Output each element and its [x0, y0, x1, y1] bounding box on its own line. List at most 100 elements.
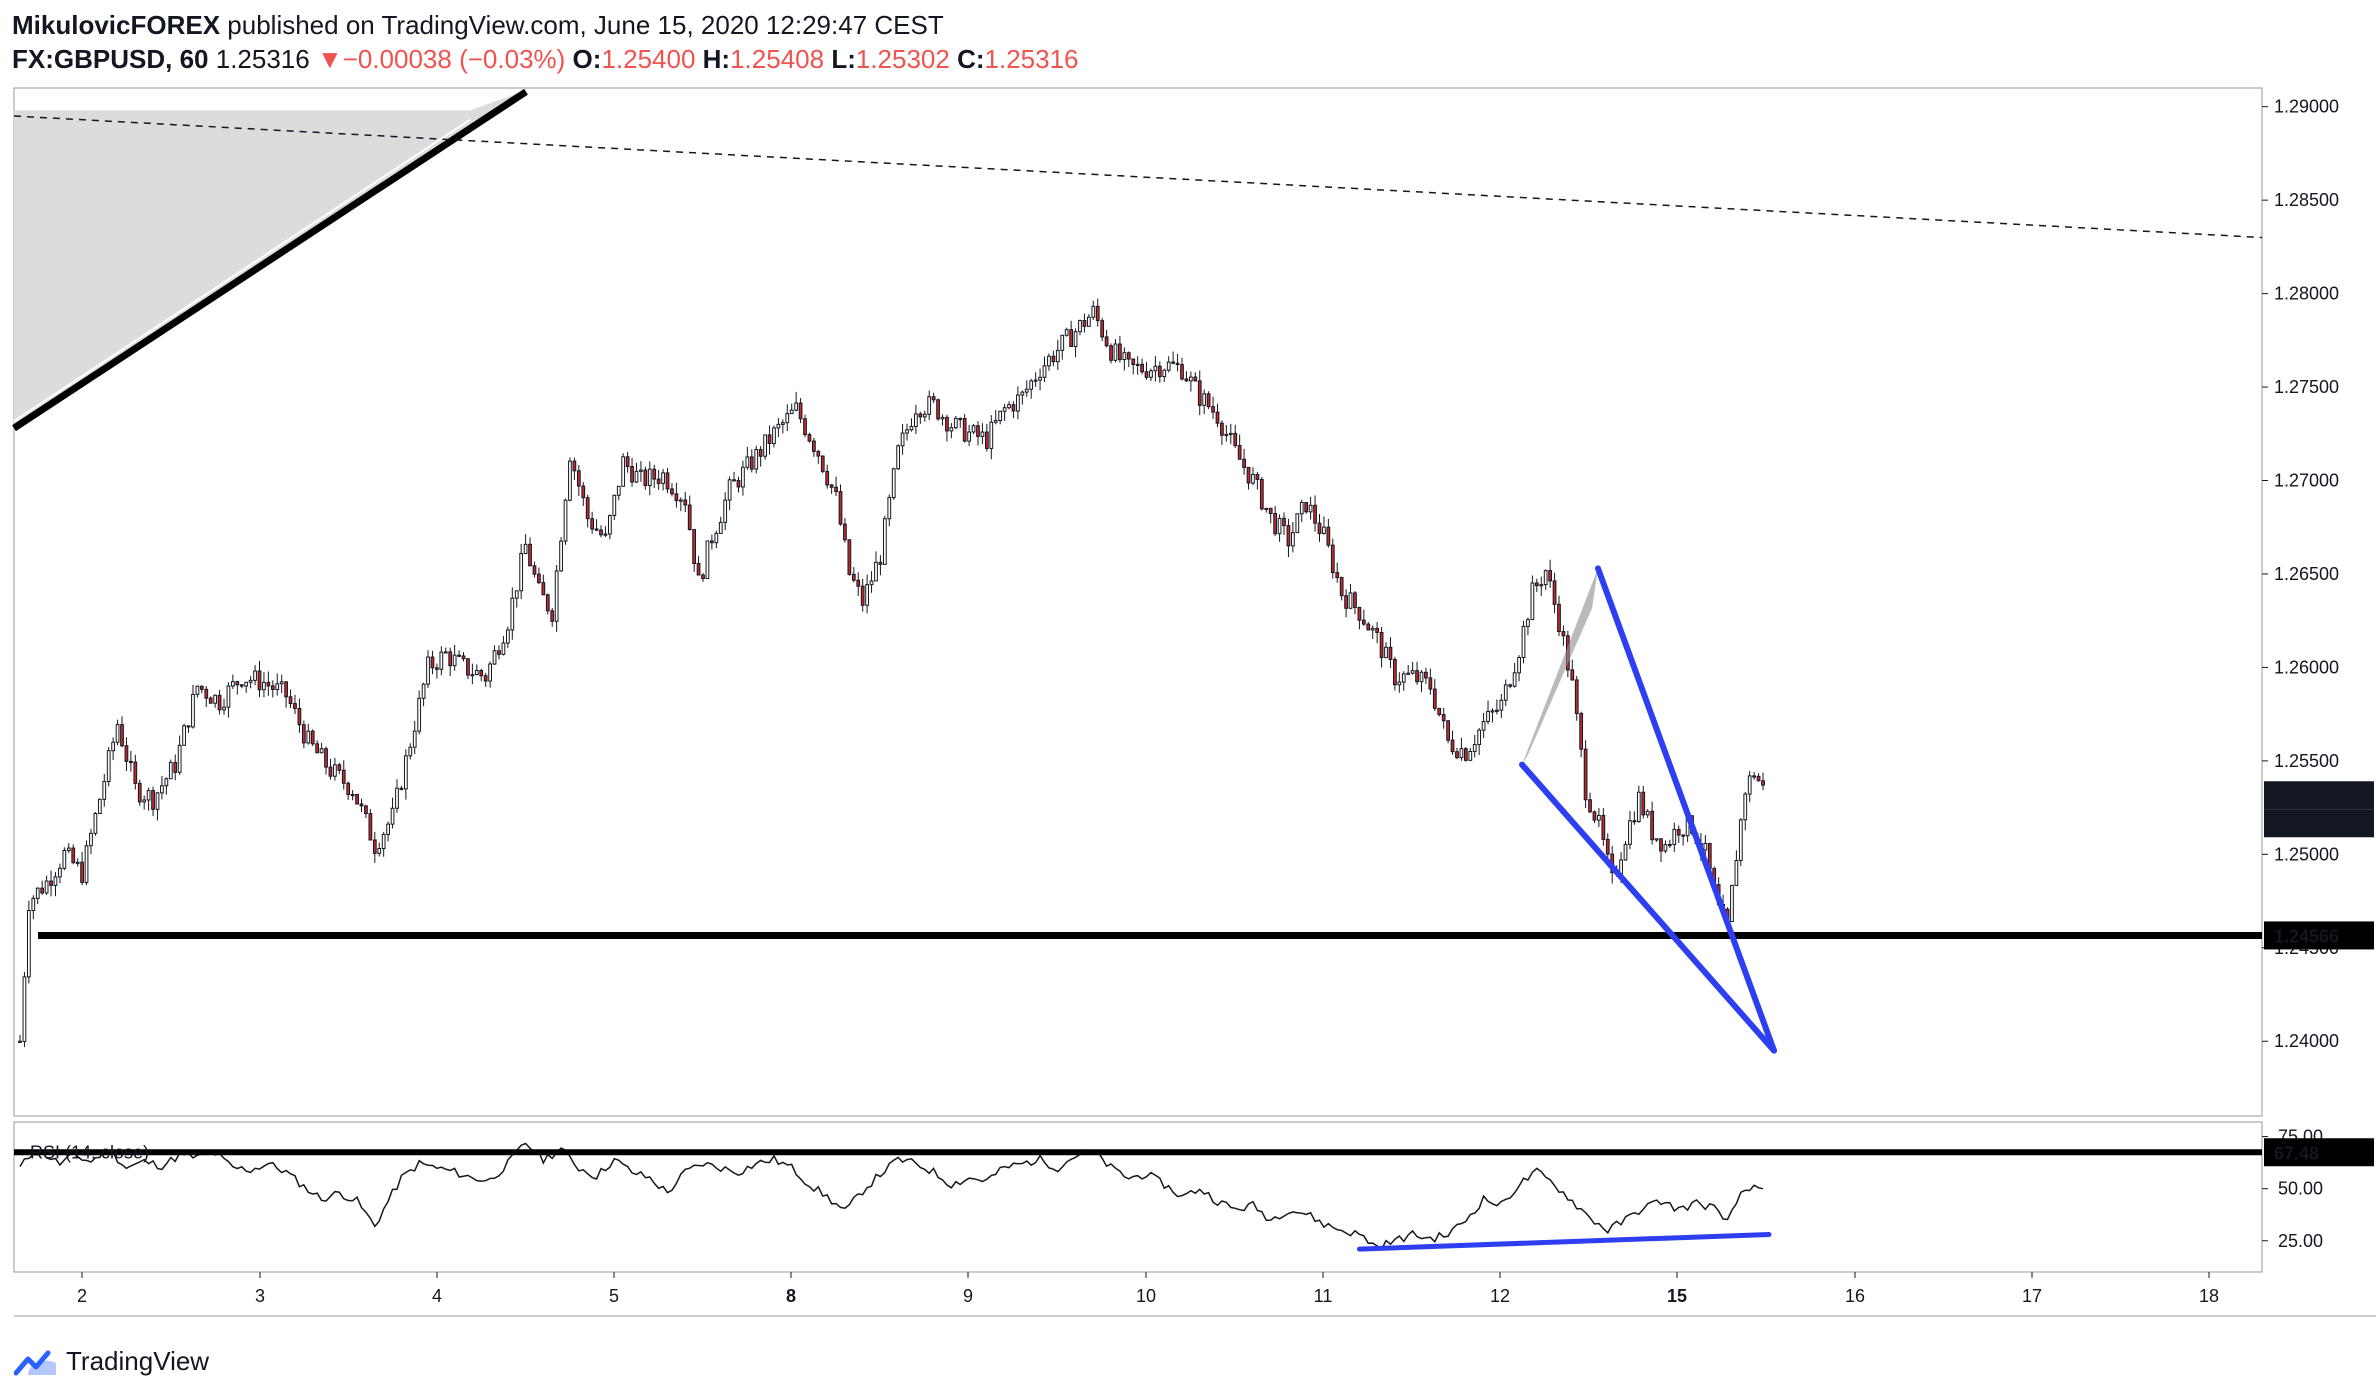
- candle-down: [1446, 720, 1450, 741]
- main-pane-border: [13, 87, 2263, 1117]
- candle-down: [936, 399, 940, 420]
- candle-down: [297, 708, 302, 726]
- candle-up: [1277, 517, 1282, 535]
- candle-down: [1592, 811, 1597, 821]
- candle-down: [1339, 577, 1344, 597]
- candle-up: [909, 426, 914, 431]
- candle-up: [26, 910, 31, 978]
- candle-up: [160, 785, 164, 794]
- candle-down: [479, 669, 484, 677]
- rsi-value-label-bg: [2264, 1138, 2374, 1167]
- candle-up: [306, 730, 311, 744]
- candle-down: [457, 654, 461, 657]
- candle-down: [497, 650, 501, 655]
- candle-down: [1082, 320, 1087, 327]
- candle-down: [665, 472, 670, 490]
- y-axis-tick-label: 1.25000: [2274, 844, 2339, 864]
- x-axis-tick-label: 2: [77, 1286, 87, 1306]
- candle-down: [1317, 522, 1322, 535]
- wedge-lower-line[interactable]: [1519, 761, 1777, 1054]
- candle-down: [749, 456, 754, 470]
- candle-down: [1180, 364, 1184, 380]
- candle-down: [1193, 376, 1198, 382]
- candle-up: [395, 787, 399, 809]
- candle-up: [1055, 349, 1060, 363]
- candle-down: [860, 585, 865, 606]
- candle-up: [514, 590, 519, 599]
- candle-up: [603, 533, 608, 536]
- candle-up: [1322, 526, 1326, 535]
- candle-up: [639, 469, 643, 472]
- author-name[interactable]: MikulovicFOREX: [12, 10, 221, 40]
- candle-up: [253, 670, 257, 681]
- symbol-label[interactable]: FX:GBPUSD, 60: [12, 44, 209, 74]
- candle-down: [483, 675, 488, 682]
- rsi-divergence-line[interactable]: [1356, 1232, 1772, 1252]
- candle-down: [1197, 380, 1202, 406]
- candle-down: [803, 418, 807, 436]
- candle-down: [199, 685, 204, 690]
- countdown-label: 30:15: [2274, 814, 2320, 834]
- candle-up: [914, 413, 918, 428]
- candle-down: [129, 760, 133, 764]
- candle-up: [1526, 619, 1530, 627]
- candle-up: [953, 417, 958, 429]
- candle-up: [568, 460, 572, 501]
- published-text: published on TradingView.com, June 15, 2…: [227, 10, 944, 40]
- candle-down: [310, 730, 315, 745]
- last-price-label-bg: [2264, 781, 2374, 810]
- candle-up: [1202, 393, 1207, 406]
- y-axis-tick-label: 1.27000: [2274, 471, 2339, 491]
- candle-up: [439, 651, 444, 670]
- candle-up: [97, 798, 102, 815]
- candle-down: [1366, 623, 1371, 631]
- candle-down: [40, 887, 45, 894]
- candle-down: [301, 724, 306, 744]
- candle-up: [785, 413, 790, 424]
- candle-up: [989, 421, 994, 449]
- descending-dashed-trendline[interactable]: [13, 115, 2263, 239]
- x-axis-tick-label: 11: [1314, 1286, 1333, 1306]
- candle-down: [945, 416, 949, 432]
- high-value: 1.25408: [730, 44, 825, 74]
- candle-down: [18, 1040, 22, 1043]
- candle-down: [435, 667, 439, 670]
- candle-up: [248, 679, 253, 683]
- candle-up: [474, 669, 479, 676]
- candle-up: [275, 683, 280, 690]
- candle-up: [780, 422, 785, 425]
- candle-up: [1370, 627, 1375, 631]
- candle-up: [616, 485, 621, 496]
- candle-down: [270, 685, 275, 690]
- wedge-upper-line[interactable]: [1595, 565, 1777, 1054]
- candle-down: [692, 529, 697, 564]
- candle-down: [1393, 658, 1397, 686]
- x-axis-tick-label: 8: [786, 1286, 796, 1306]
- candle-up: [967, 431, 971, 442]
- candle-down: [1415, 670, 1419, 683]
- candle-up: [1636, 791, 1641, 822]
- candle-down: [1441, 714, 1446, 722]
- candle-down: [350, 793, 355, 797]
- candle-down: [630, 466, 634, 483]
- candle-up: [1113, 343, 1118, 361]
- candle-down: [1632, 820, 1637, 823]
- candle-up: [1459, 748, 1464, 759]
- candle-down: [1375, 627, 1380, 633]
- ascending-trendline[interactable]: [12, 88, 528, 432]
- candle-down: [364, 805, 368, 815]
- candle-up: [377, 848, 382, 854]
- candle-down: [266, 681, 271, 687]
- candle-up: [84, 845, 89, 883]
- candle-up: [53, 876, 58, 886]
- candle-down: [710, 540, 714, 544]
- candle-up: [1472, 744, 1477, 752]
- candle-down: [341, 769, 346, 784]
- candle-down: [1570, 669, 1575, 681]
- candle-up: [754, 449, 759, 470]
- candle-up: [115, 724, 120, 743]
- candle-up: [661, 472, 665, 484]
- candle-down: [1100, 320, 1105, 338]
- candle-down: [576, 470, 581, 487]
